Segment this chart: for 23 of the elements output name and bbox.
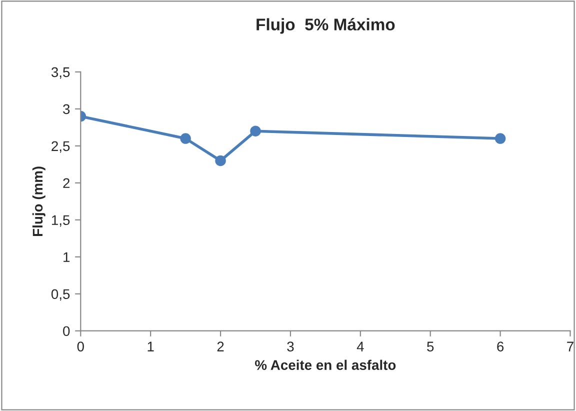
y-tick-label: 2 — [63, 178, 70, 188]
point — [180, 133, 191, 144]
y-tick-label: 2,5 — [52, 141, 70, 153]
y-tick-label: 3 — [63, 104, 70, 114]
x-tick-label: 4 — [356, 342, 364, 352]
x-tick-label: 6 — [497, 342, 504, 352]
point — [494, 133, 506, 144]
y-tick-label: 0 — [63, 326, 70, 336]
x-tick-label: 1 — [148, 342, 154, 352]
point — [215, 155, 226, 166]
x-tick-label: 5 — [427, 342, 434, 352]
y-axis-title: Flujo (mm) — [32, 166, 46, 236]
x-tick-label: 7 — [567, 342, 574, 352]
point — [250, 126, 261, 136]
y-tick-label: 1,5 — [52, 215, 70, 227]
x-axis-title: % Aceite en el asfalto — [255, 360, 396, 370]
chart-title: Flujo 5% Máximo — [256, 18, 395, 34]
x-tick-label: 2 — [217, 342, 224, 352]
y-tick-label: 1 — [64, 252, 70, 262]
y-tick-label: 0,5 — [51, 289, 70, 301]
x-tick-label: 0 — [77, 342, 84, 352]
y-tick-label: 3,5 — [51, 67, 70, 79]
x-tick-label: 3 — [287, 342, 294, 352]
